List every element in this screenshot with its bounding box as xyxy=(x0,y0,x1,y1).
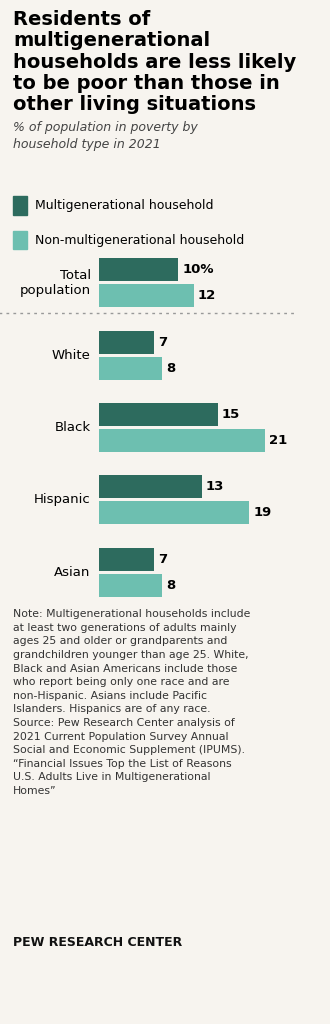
Bar xyxy=(99,573,162,597)
Text: 7: 7 xyxy=(158,336,168,349)
Text: Multigenerational household: Multigenerational household xyxy=(35,200,213,212)
Text: Residents of
multigenerational
households are less likely
to be poor than those : Residents of multigenerational household… xyxy=(13,10,296,115)
Text: 13: 13 xyxy=(206,480,224,494)
Text: PEW RESEARCH CENTER: PEW RESEARCH CENTER xyxy=(13,936,182,949)
Text: 8: 8 xyxy=(166,361,176,375)
Bar xyxy=(99,356,162,380)
Bar xyxy=(99,285,194,307)
Text: 15: 15 xyxy=(222,408,240,421)
Text: 12: 12 xyxy=(198,290,216,302)
Text: Note: Multigenerational households include
at least two generations of adults ma: Note: Multigenerational households inclu… xyxy=(13,609,250,796)
Text: 8: 8 xyxy=(166,579,176,592)
Text: 19: 19 xyxy=(253,506,272,519)
Bar xyxy=(99,548,154,570)
Bar xyxy=(99,429,265,453)
Text: 21: 21 xyxy=(269,434,287,447)
Bar xyxy=(99,258,178,282)
Bar xyxy=(99,402,218,426)
Text: 10%: 10% xyxy=(182,263,214,276)
Bar xyxy=(13,197,27,215)
Bar xyxy=(13,230,27,250)
Bar xyxy=(99,475,202,499)
Bar xyxy=(99,331,154,353)
Text: Non-multigenerational household: Non-multigenerational household xyxy=(35,233,244,247)
Text: % of population in poverty by
household type in 2021: % of population in poverty by household … xyxy=(13,122,198,151)
Bar xyxy=(99,502,249,524)
Text: 7: 7 xyxy=(158,553,168,565)
